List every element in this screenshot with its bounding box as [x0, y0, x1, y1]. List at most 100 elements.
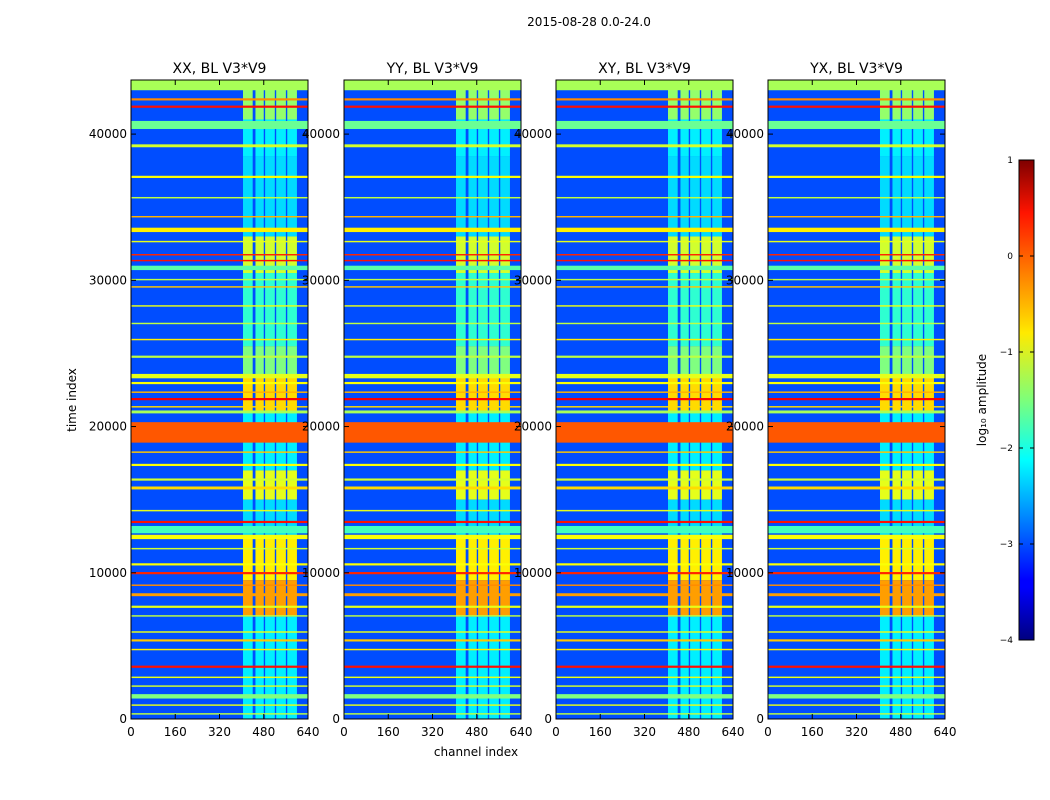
y-tick-label: 0 — [332, 712, 340, 726]
rfi-band — [556, 144, 733, 148]
rfi-band — [556, 463, 733, 467]
heatmap-cell — [668, 470, 678, 500]
rfi-band — [344, 410, 521, 414]
y-tick-label: 30000 — [302, 273, 340, 287]
heatmap-cell — [243, 346, 253, 376]
rfi-band — [556, 398, 733, 401]
rfi-band — [556, 713, 733, 715]
y-tick-label: 10000 — [726, 566, 764, 580]
heatmap-cell — [680, 119, 689, 157]
heatmap-cell — [902, 119, 912, 157]
rfi-band — [131, 240, 308, 243]
rfi-band — [556, 391, 733, 393]
heatmap-cell — [892, 536, 901, 581]
colorbar-tick-label: 0 — [1007, 252, 1013, 262]
rfi-band — [768, 665, 945, 668]
rfi-band — [768, 373, 945, 379]
heatmap-cell — [478, 470, 488, 500]
rfi-band — [768, 338, 945, 341]
rfi-band — [556, 639, 733, 642]
rfi-band — [556, 105, 733, 108]
heatmap-cell — [489, 499, 499, 537]
y-tick-label: 10000 — [302, 566, 340, 580]
heatmap-cell — [489, 375, 499, 412]
heatmap-cell — [712, 536, 722, 581]
rfi-band — [344, 322, 521, 325]
rfi-band — [131, 105, 308, 108]
rfi-band — [768, 240, 945, 243]
heatmap-cell — [255, 580, 264, 617]
rfi-band — [556, 605, 733, 608]
heatmap-cell — [255, 499, 264, 537]
heatmap-cell — [276, 536, 286, 581]
heatmap-cell — [243, 375, 253, 412]
heatmap-cell — [924, 580, 934, 617]
rfi-band — [768, 694, 945, 699]
heatmap-cell — [701, 156, 711, 237]
heatmap-cell — [265, 375, 275, 412]
heatmap-cell — [243, 273, 253, 347]
heatmap-cell — [712, 375, 722, 412]
rfi-band — [556, 615, 733, 617]
rfi-band — [131, 254, 308, 256]
heatmap-cell — [287, 119, 297, 157]
rfi-band — [768, 713, 945, 715]
rfi-band — [556, 286, 733, 288]
heatmap-cell — [468, 375, 477, 412]
rfi-band — [556, 240, 733, 243]
x-tick-label: 480 — [252, 725, 275, 739]
heatmap-cell — [468, 499, 477, 537]
heatmap-cell — [255, 156, 264, 237]
heatmap-cell — [668, 273, 678, 347]
rfi-band — [556, 410, 733, 414]
heatmap-cell — [892, 499, 901, 537]
panel-title: XY, BL V3*V9 — [598, 61, 691, 77]
rfi-band — [768, 605, 945, 608]
rfi-band — [556, 80, 733, 91]
x-axis-label: channel index — [434, 745, 518, 759]
rfi-band — [768, 254, 945, 256]
heatmap-cell — [456, 156, 466, 237]
heatmap-cell — [468, 273, 477, 347]
heatmap-cell — [276, 156, 286, 237]
rfi-band — [556, 563, 733, 566]
heatmap-cell — [468, 580, 477, 617]
rfi-band — [556, 196, 733, 199]
rfi-band — [344, 478, 521, 481]
heatmap-cell — [913, 375, 923, 412]
heatmap-cell — [456, 499, 466, 537]
rfi-band — [344, 631, 521, 633]
heatmap-cell — [668, 375, 678, 412]
heatmap-cell — [880, 375, 890, 412]
rfi-band — [131, 451, 308, 453]
rfi-band — [768, 381, 945, 385]
rfi-band — [344, 615, 521, 617]
rfi-band — [131, 98, 308, 101]
heatmap-cell — [712, 156, 722, 237]
heatmap-cell — [456, 580, 466, 617]
rfi-band — [131, 639, 308, 642]
rfi-band — [131, 463, 308, 467]
heatmap-cell — [880, 499, 890, 537]
heatmap-cell — [456, 470, 466, 500]
x-tick-label: 160 — [801, 725, 824, 739]
rfi-band — [131, 381, 308, 385]
heatmap-cell — [902, 273, 912, 347]
rfi-band — [131, 584, 308, 586]
rfi-band — [768, 676, 945, 679]
heatmap-cell — [489, 470, 499, 500]
rfi-band — [556, 572, 733, 575]
rfi-band — [556, 486, 733, 490]
heatmap-cell — [668, 499, 678, 537]
rfi-band — [131, 391, 308, 393]
x-tick-label: 160 — [589, 725, 612, 739]
heatmap-cell — [276, 119, 286, 157]
heatmap-cell — [500, 346, 510, 376]
rfi-band — [344, 525, 521, 534]
x-tick-label: 640 — [722, 725, 745, 739]
rfi-band — [768, 509, 945, 512]
rfi-band — [131, 486, 308, 490]
y-tick-label: 20000 — [302, 420, 340, 434]
x-tick-label: 640 — [297, 725, 320, 739]
rfi-band — [131, 615, 308, 617]
